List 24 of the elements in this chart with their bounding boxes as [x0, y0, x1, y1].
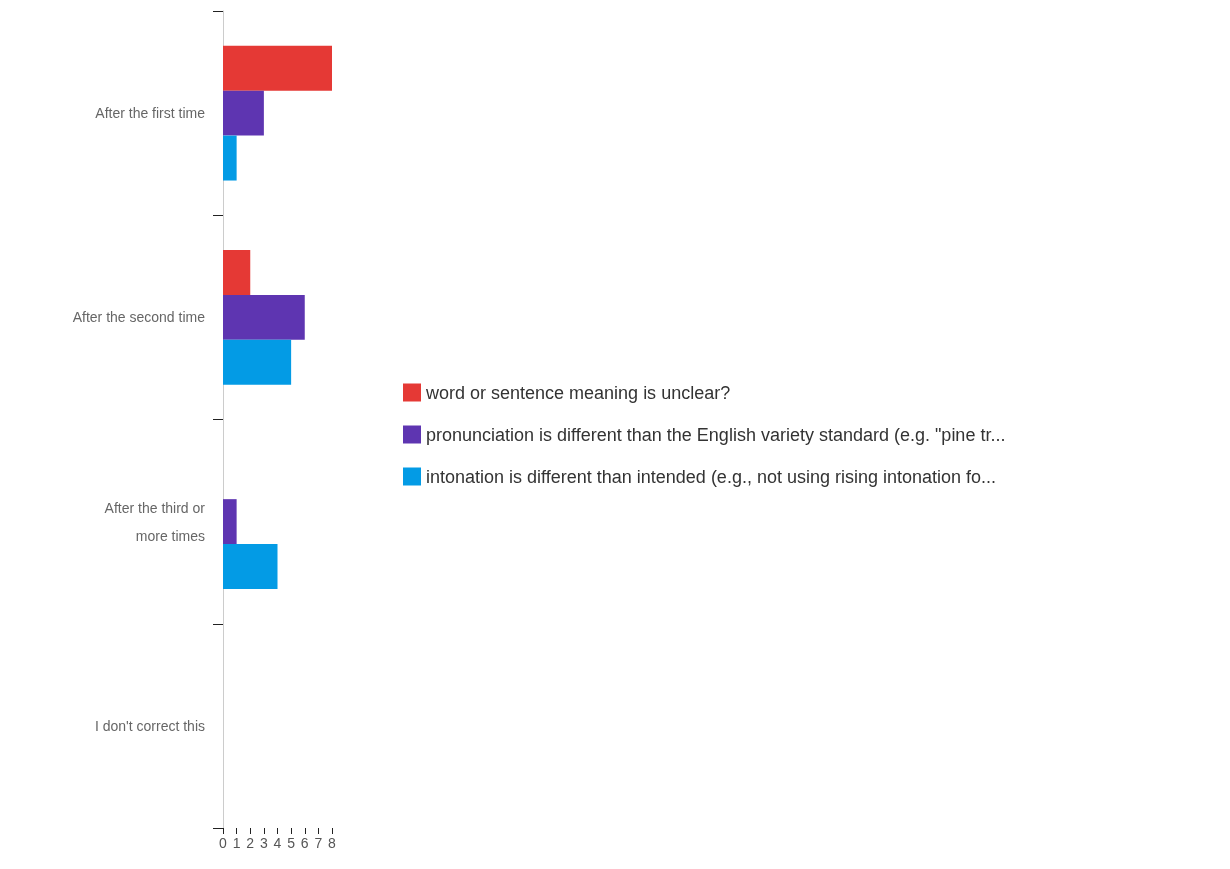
legend-label: intonation is different than intended (e.g., not using rising intonation fo...: [426, 466, 997, 487]
x-tick-label: 8: [328, 835, 337, 851]
legend-label: pronunciation is different than the English variety standard (e.g. "pine tr...: [426, 424, 1006, 445]
x-tick-label: 7: [314, 835, 323, 851]
y-tick-label: I don't correct this: [94, 717, 205, 734]
bar: [223, 90, 264, 136]
y-tick-label: After the second time: [72, 309, 206, 326]
bar: [223, 45, 332, 91]
bar: [223, 499, 237, 545]
bar: [223, 339, 292, 385]
bar: [223, 135, 237, 181]
bar: [223, 294, 305, 340]
x-tick-label: 5: [287, 835, 296, 851]
legend-label: word or sentence meaning is unclear?: [425, 382, 731, 403]
x-tick-label: 6: [300, 835, 309, 851]
y-tick-label: After the first time: [95, 105, 206, 122]
x-tick-label: 0: [219, 835, 228, 851]
x-tick-label: 1: [232, 835, 241, 851]
x-tick-label: 3: [259, 835, 268, 851]
x-tick-label: 4: [273, 835, 282, 851]
y-tick-label: After the third or more times: [104, 499, 206, 544]
x-tick-label: 2: [246, 835, 255, 851]
bar: [223, 544, 278, 590]
bar: [223, 249, 251, 295]
